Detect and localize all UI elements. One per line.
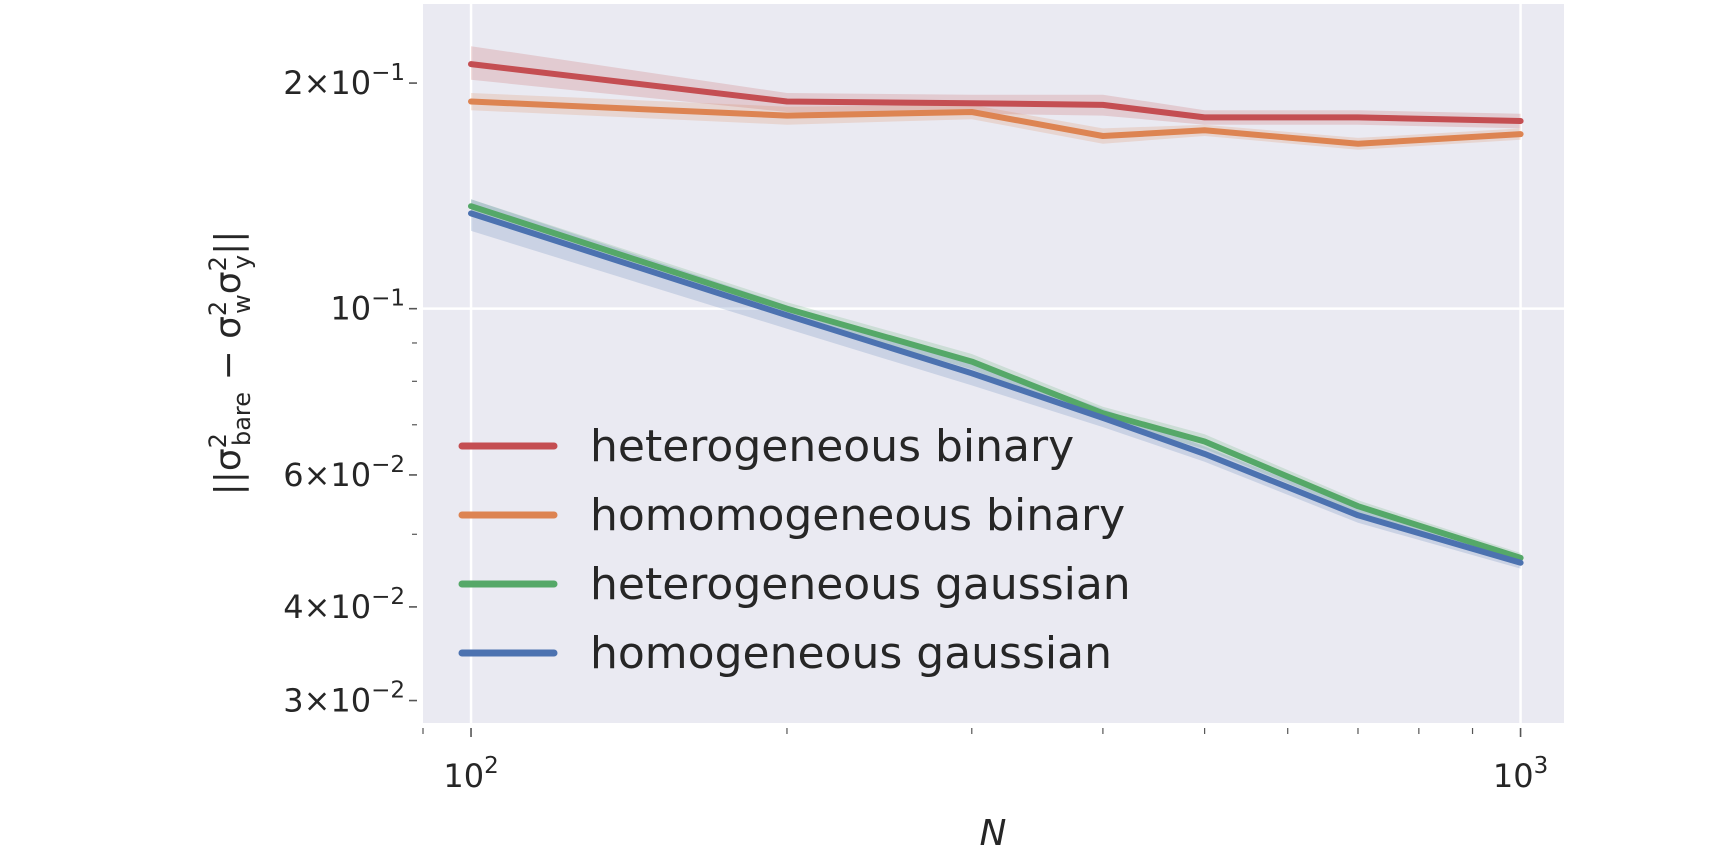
y-tick-label: 2×10−1 — [283, 60, 405, 102]
plot-area — [423, 4, 1564, 723]
legend-label: homogeneous gaussian — [590, 628, 1112, 679]
y-tick-label: 4×10−2 — [283, 584, 405, 626]
y-tick-label: 10−1 — [330, 286, 405, 328]
y-axis-label: ||σ2bare − σ2wσ2y|| — [204, 231, 256, 496]
series-line-4 — [468, 210, 1524, 566]
series-line-3 — [468, 203, 1524, 561]
axis-ticks: 102 103 2×10−1 10−1 6×10−2 4×10−2 3×10−2 — [283, 60, 1548, 795]
legend-label: heterogeneous gaussian — [590, 559, 1131, 610]
legend: heterogeneous binary homomogeneous binary… — [458, 421, 1131, 679]
series-lines — [468, 61, 1524, 566]
legend-label: heterogeneous binary — [590, 421, 1074, 472]
x-axis-label: N — [980, 813, 1007, 854]
y-tick-label: 3×10−2 — [283, 678, 405, 720]
series-line-2 — [468, 98, 1524, 147]
legend-label: homomogeneous binary — [590, 490, 1125, 541]
x-tick-label: 102 — [443, 753, 498, 795]
x-tick-label: 103 — [1493, 753, 1548, 795]
y-tick-label: 6×10−2 — [283, 452, 405, 494]
series-line-1 — [468, 61, 1524, 124]
